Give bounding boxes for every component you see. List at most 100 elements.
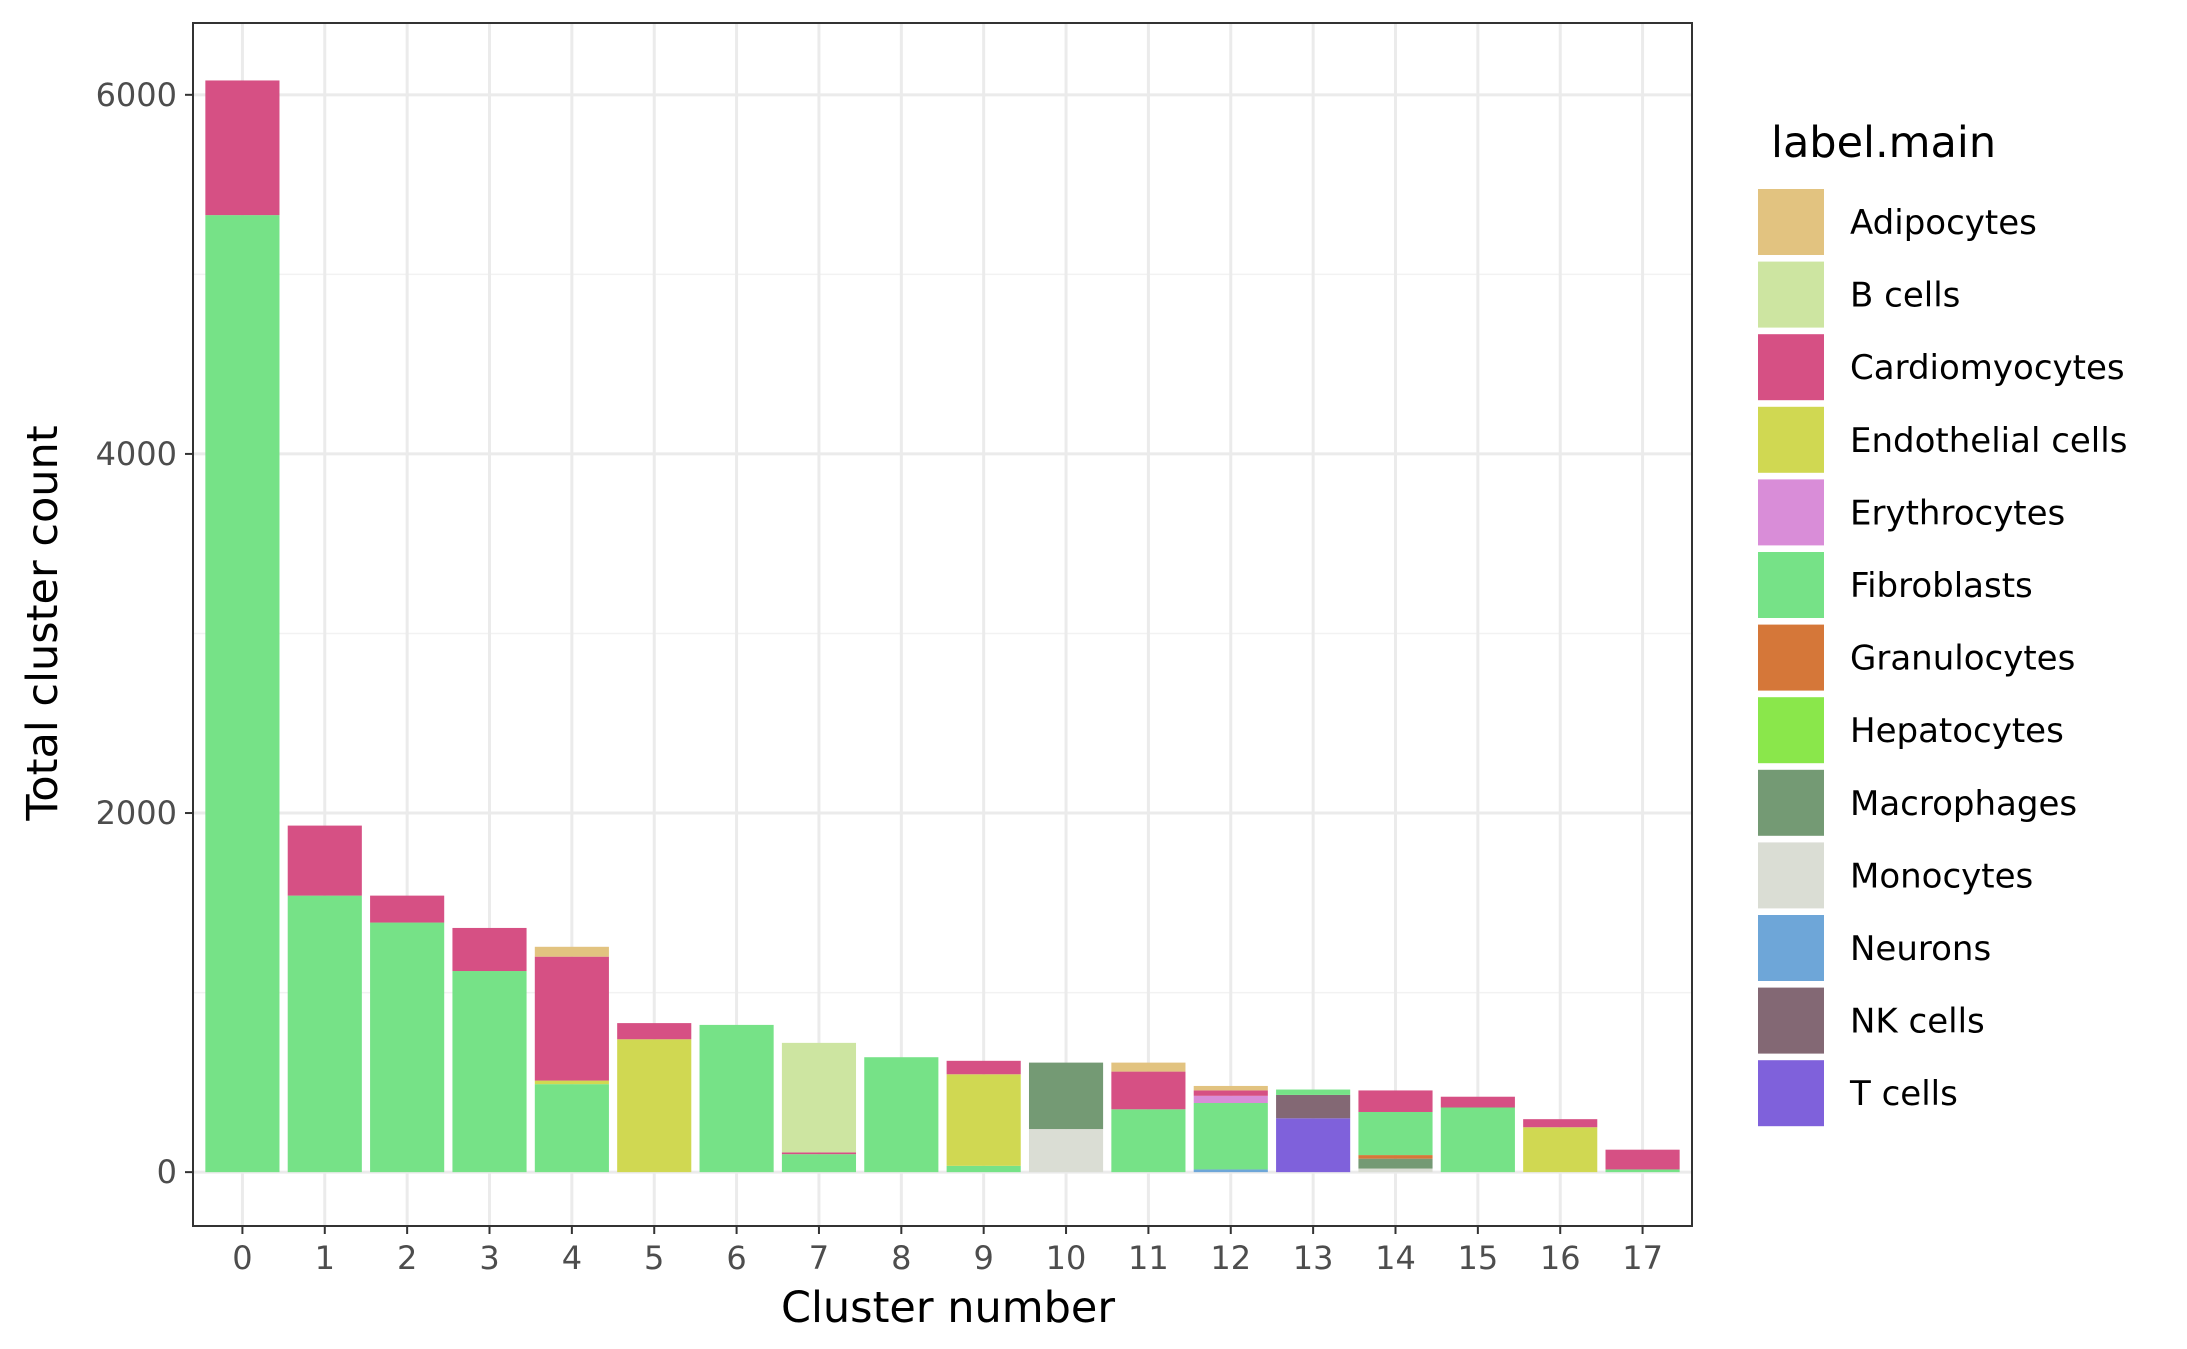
legend-label: NK cells bbox=[1850, 1002, 1985, 1042]
legend-label: Adipocytes bbox=[1850, 203, 2037, 243]
bar-segment bbox=[534, 1084, 609, 1173]
x-tick-label: 17 bbox=[1622, 1239, 1663, 1277]
legend-key bbox=[1758, 987, 1824, 1054]
legend-label: Endothelial cells bbox=[1850, 421, 2127, 461]
bar-segment bbox=[1440, 1096, 1515, 1108]
x-tick-label: 14 bbox=[1375, 1239, 1416, 1277]
bar-segment bbox=[205, 80, 280, 216]
bar-segment bbox=[1028, 1062, 1104, 1130]
x-tick-label: 9 bbox=[974, 1239, 994, 1277]
bar-segment bbox=[452, 971, 527, 1173]
legend-label: Monocytes bbox=[1850, 856, 2033, 896]
legend-key bbox=[1758, 334, 1824, 401]
bar-segment bbox=[1193, 1169, 1268, 1173]
bar-segment bbox=[781, 1042, 857, 1153]
y-tick-label: 4000 bbox=[96, 435, 177, 473]
bar-segment bbox=[1276, 1094, 1351, 1119]
x-axis-title: Cluster number bbox=[781, 1283, 1115, 1333]
panel-border bbox=[192, 22, 1693, 1227]
bar-segment bbox=[1523, 1119, 1598, 1128]
legend-label: Granulocytes bbox=[1850, 639, 2075, 679]
x-tick-label: 0 bbox=[232, 1239, 252, 1277]
bar-segment bbox=[946, 1060, 1021, 1075]
legend: label.main Adipocytes B cells Cardiomyocyt… bbox=[1758, 118, 2127, 1127]
legend-label: Cardiomyocytes bbox=[1850, 348, 2125, 388]
x-tick-label: 1 bbox=[315, 1239, 335, 1277]
bar-segment bbox=[1111, 1071, 1186, 1110]
bar-segment bbox=[534, 956, 609, 1081]
x-tick-label: 6 bbox=[726, 1239, 746, 1277]
bar-segment bbox=[287, 895, 362, 1173]
bar-segment bbox=[1440, 1107, 1515, 1173]
y-axis-title: Total cluster count bbox=[18, 425, 68, 821]
bar-segment bbox=[1193, 1103, 1268, 1170]
bar-segment bbox=[864, 1057, 939, 1173]
x-tick-label: 11 bbox=[1128, 1239, 1169, 1277]
legend-label: Hepatocytes bbox=[1850, 711, 2064, 751]
bar-segment bbox=[1605, 1149, 1680, 1170]
x-tick-label: 13 bbox=[1293, 1239, 1334, 1277]
legend-key bbox=[1758, 552, 1824, 618]
bar-segment bbox=[1193, 1090, 1268, 1096]
legend-label: Erythrocytes bbox=[1850, 493, 2065, 533]
legend-key bbox=[1758, 479, 1824, 546]
legend-key bbox=[1758, 697, 1824, 764]
legend-label: Fibroblasts bbox=[1850, 566, 2033, 606]
bar-segment bbox=[1358, 1090, 1433, 1112]
legend-title: label.main bbox=[1771, 118, 1996, 168]
legend-key bbox=[1758, 915, 1824, 981]
bar-segment bbox=[1111, 1109, 1186, 1173]
y-tick-label: 0 bbox=[157, 1153, 177, 1191]
legend-label: B cells bbox=[1850, 276, 1960, 316]
x-tick-label: 7 bbox=[809, 1239, 829, 1277]
legend-key bbox=[1758, 261, 1824, 328]
bar-segment bbox=[370, 895, 445, 923]
x-tick-label: 3 bbox=[479, 1239, 499, 1277]
legend-key bbox=[1758, 842, 1824, 909]
x-tick-label: 15 bbox=[1457, 1239, 1498, 1277]
legend-key bbox=[1758, 624, 1824, 691]
legend-key bbox=[1758, 189, 1824, 255]
bar-segment bbox=[617, 1039, 692, 1173]
bar-segment bbox=[1028, 1129, 1104, 1173]
bar-segment bbox=[1193, 1085, 1268, 1091]
bar-segment bbox=[1358, 1155, 1433, 1159]
bar-segment bbox=[617, 1023, 692, 1040]
bar-segment bbox=[1111, 1062, 1186, 1072]
bar-segment bbox=[1358, 1158, 1433, 1169]
plot-frame bbox=[192, 22, 1693, 1227]
bar-segment bbox=[1276, 1089, 1351, 1095]
bar-segment bbox=[1523, 1127, 1598, 1173]
bar-segment bbox=[287, 825, 362, 896]
bar-segment bbox=[452, 927, 527, 972]
x-tick-label: 5 bbox=[644, 1239, 664, 1277]
legend-key bbox=[1758, 1060, 1824, 1127]
bar-segment bbox=[534, 946, 609, 957]
bar-segment bbox=[1358, 1111, 1433, 1156]
bar-segment bbox=[205, 215, 280, 1173]
bar-segment bbox=[1276, 1118, 1351, 1173]
bar-segment bbox=[1358, 1168, 1433, 1173]
legend-key bbox=[1758, 406, 1824, 473]
bars bbox=[205, 80, 1680, 1173]
legend-label: Neurons bbox=[1850, 929, 1991, 969]
bar-segment bbox=[781, 1152, 857, 1155]
x-tick-label: 16 bbox=[1540, 1239, 1581, 1277]
bar-segment bbox=[1193, 1095, 1268, 1104]
y-tick-label: 6000 bbox=[96, 76, 177, 114]
y-tick-label: 2000 bbox=[96, 794, 177, 832]
x-tick-label: 10 bbox=[1046, 1239, 1087, 1277]
legend-label: T cells bbox=[1849, 1074, 1958, 1114]
legend-key bbox=[1758, 769, 1824, 836]
bar-segment bbox=[781, 1154, 857, 1173]
bar-segment bbox=[699, 1024, 774, 1173]
x-tick-label: 12 bbox=[1210, 1239, 1251, 1277]
x-tick-label: 4 bbox=[562, 1239, 582, 1277]
bar-segment bbox=[1605, 1169, 1680, 1173]
x-tick-label: 2 bbox=[397, 1239, 417, 1277]
x-tick-label: 8 bbox=[891, 1239, 911, 1277]
bar-segment bbox=[370, 922, 445, 1173]
legend-label: Macrophages bbox=[1850, 784, 2077, 824]
